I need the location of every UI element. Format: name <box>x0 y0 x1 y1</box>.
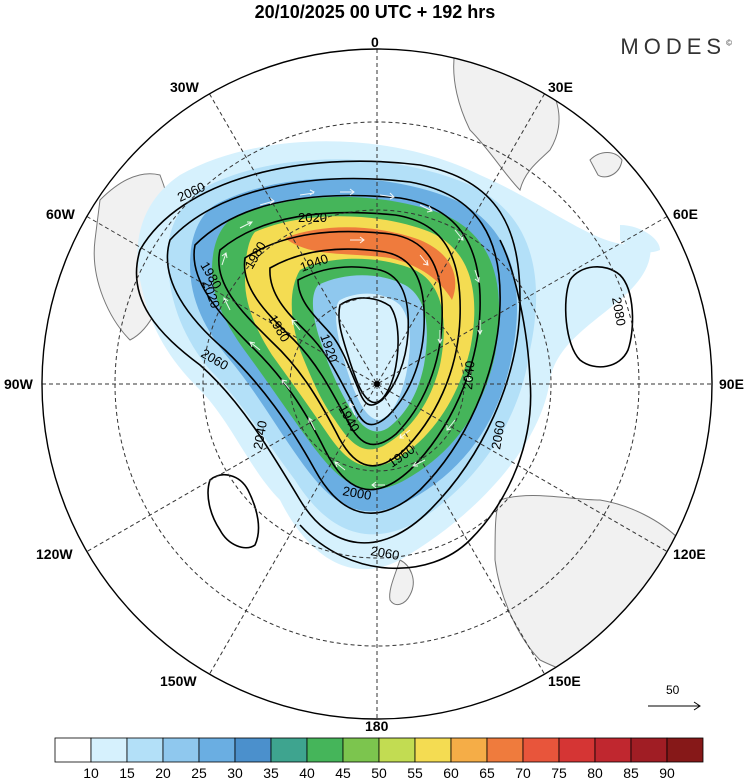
lon-label-30w: 30W <box>170 79 199 95</box>
colorbar-tick-label: 15 <box>119 765 135 781</box>
lon-label-120e: 120E <box>673 546 706 562</box>
pole-marker <box>374 381 380 387</box>
height-contours <box>135 160 634 570</box>
colorbar-tick-label: 35 <box>263 765 279 781</box>
wind-vector <box>437 330 443 345</box>
contour-2060-east <box>299 239 532 570</box>
colorbar-tick-label: 70 <box>515 765 531 781</box>
wind-vector <box>308 417 316 431</box>
wind-vector <box>350 236 365 244</box>
vector-reference-label: 50 <box>666 683 680 697</box>
lon-label-150e: 150E <box>548 673 581 689</box>
colorbar-tick-label: 40 <box>299 765 315 781</box>
wind-vectors <box>221 188 483 489</box>
wind-vector <box>340 188 355 196</box>
brand-name: MODES <box>620 34 727 59</box>
lon-label-60e: 60E <box>673 206 698 222</box>
contour-2060-outer <box>135 160 521 544</box>
wind-vector <box>419 254 429 266</box>
colorbar-tick-label: 10 <box>83 765 99 781</box>
contour-2000 <box>218 211 461 467</box>
wind-vector <box>371 481 385 489</box>
land-new-zealand <box>389 559 414 606</box>
contour-label: 2080 <box>609 296 629 327</box>
colorbar-tick-label: 30 <box>227 765 243 781</box>
lon-label-60w: 60W <box>46 206 75 222</box>
copyright-mark: © <box>726 38 732 48</box>
colorbar-tick-label: 45 <box>335 765 351 781</box>
contour-label: 2060 <box>488 419 508 450</box>
wind-vector <box>419 204 433 213</box>
wind-vector <box>349 402 356 416</box>
lon-label-180: 180 <box>365 718 389 734</box>
contour-2080-high <box>564 266 634 368</box>
contour-1980 <box>243 230 443 446</box>
colorbar-tick-label: 65 <box>479 765 495 781</box>
lon-label-0: 0 <box>371 34 379 50</box>
land-africa <box>453 49 560 191</box>
contour-label: 2000 <box>341 483 372 503</box>
wind-vector <box>412 459 426 467</box>
colorbar-tick-label: 25 <box>191 765 207 781</box>
colorbar-tick-label: 20 <box>155 765 171 781</box>
contour-label: 2040 <box>460 360 477 390</box>
wind-vector <box>291 319 301 331</box>
contour-1960 <box>269 248 426 426</box>
vector-reference-arrow <box>648 701 701 711</box>
wind-vector <box>379 192 395 200</box>
shade-70 <box>285 227 456 300</box>
graticule <box>42 49 712 719</box>
lon-label-120w: 120W <box>36 546 73 562</box>
colorbar-tick-label: 55 <box>407 765 423 781</box>
contour-label: 2040 <box>250 419 270 450</box>
wind-vector <box>477 320 483 336</box>
colorbar-tick-label: 80 <box>587 765 603 781</box>
contour-label: 2060 <box>369 543 400 563</box>
wind-vector <box>466 369 473 384</box>
map-title: 20/10/2025 00 UTC + 192 hrs <box>254 2 496 22</box>
colorbar-tick-label: 75 <box>551 765 567 781</box>
wind-vector <box>221 252 228 266</box>
wind-vector <box>259 197 275 206</box>
contour-2040 <box>166 177 501 514</box>
brand-logo: MODES© <box>620 34 732 60</box>
wind-vector <box>446 419 456 431</box>
lon-label-90e: 90E <box>719 376 744 392</box>
lon-label-30e: 30E <box>548 79 573 95</box>
land-madagascar <box>589 152 623 178</box>
contour-1940 <box>297 266 410 406</box>
colorbar-tick-label: 60 <box>443 765 459 781</box>
shade-east-pocket <box>620 225 660 253</box>
colorbar-tick-label: 90 <box>659 765 675 781</box>
colorbar-tick-label: 50 <box>371 765 387 781</box>
wind-vector <box>281 379 291 391</box>
wind-vector <box>299 189 315 196</box>
contour-2080-low <box>207 474 260 549</box>
lon-label-90w: 90W <box>4 376 33 392</box>
land-australia <box>494 495 705 695</box>
wind-vector <box>399 429 411 439</box>
wind-vector <box>239 221 253 229</box>
wind-vector <box>474 269 480 283</box>
contour-label: 2020 <box>298 210 327 225</box>
colorbar-tick-label: 85 <box>623 765 639 781</box>
wind-vector <box>334 461 346 471</box>
wind-speed-shading <box>137 141 660 570</box>
wind-vector <box>249 341 261 351</box>
lon-label-150w: 150W <box>160 673 197 689</box>
map-boundary <box>41 48 713 720</box>
contour-1920 <box>338 297 399 404</box>
